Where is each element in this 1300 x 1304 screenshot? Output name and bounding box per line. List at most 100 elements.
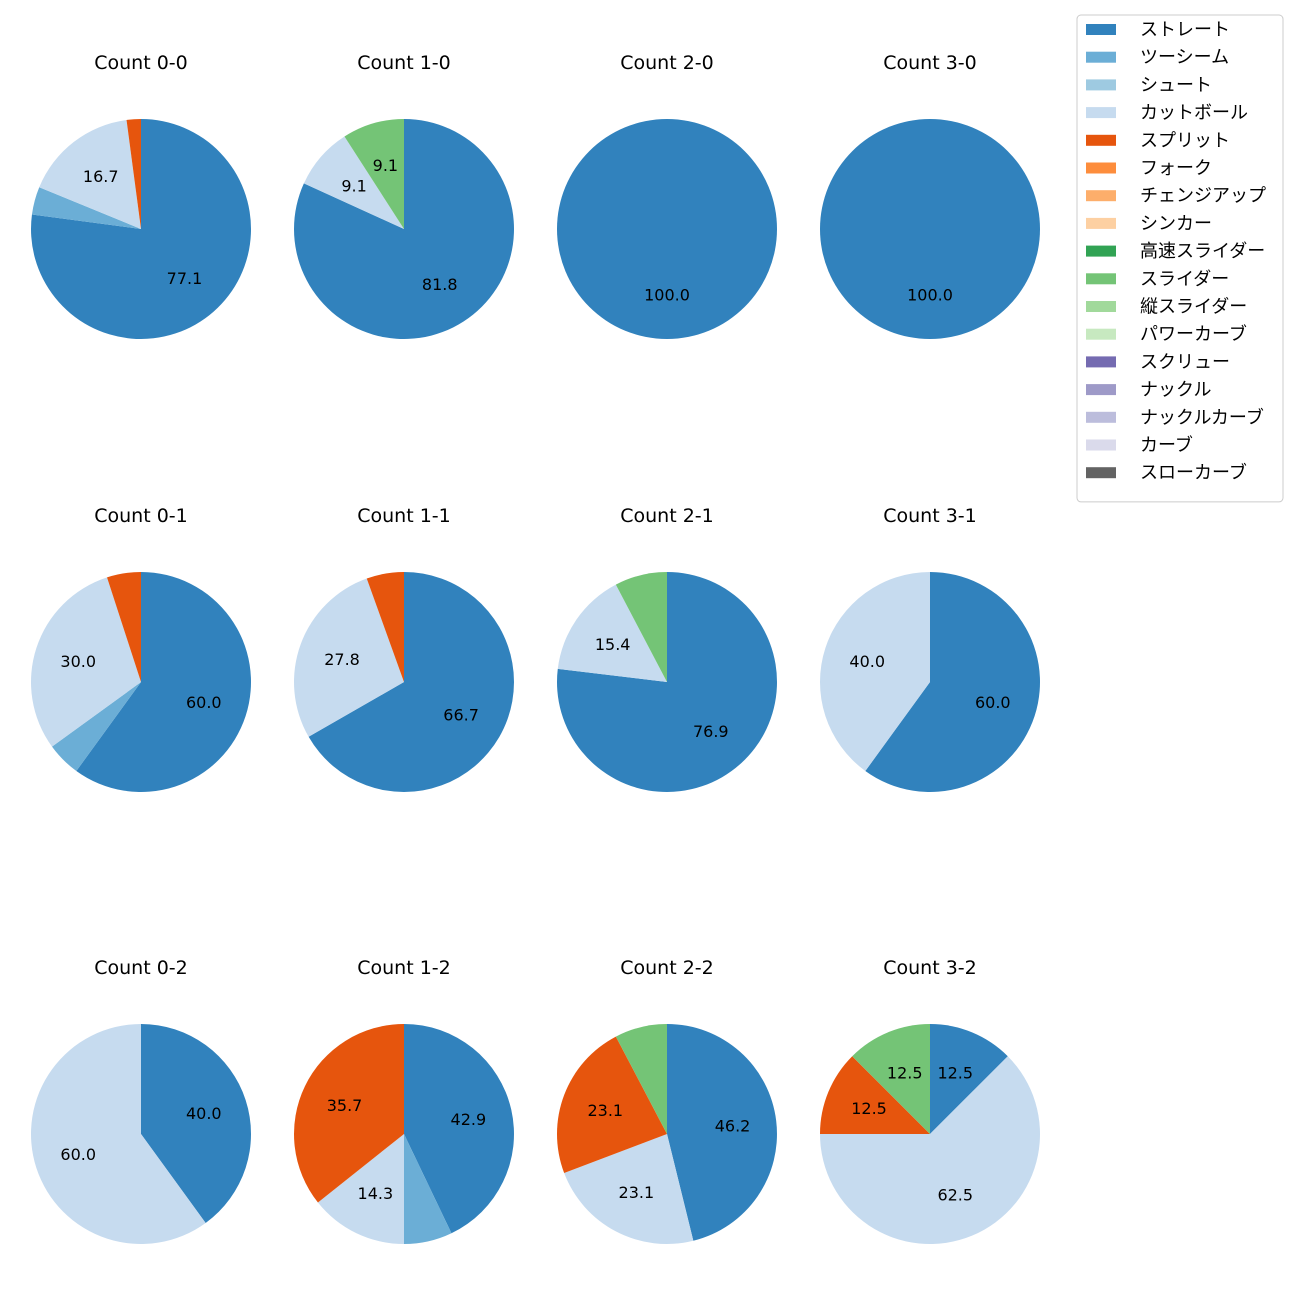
pie-count-1-0: Count 1-0 81.8 9.1 9.1 xyxy=(294,52,515,339)
pie-label-count-0-2-0: 40.0 xyxy=(186,1104,222,1123)
pie-count-3-1: Count 3-1 60.0 40.0 xyxy=(819,505,1040,792)
pie-count-1-1: Count 1-1 66.7 27.8 xyxy=(293,505,514,792)
pie-slice-count-1-1-2 xyxy=(366,572,404,682)
legend-label-14: ナックルカーブ xyxy=(1140,406,1264,428)
pie-label-count-2-0-0: 100.0 xyxy=(644,286,690,305)
pie-label-count-2-1-0: 76.9 xyxy=(693,722,729,741)
legend: ストレートツーシームシュートカットボールスプリットフォークチェンジアップシンカー… xyxy=(1076,14,1284,503)
pie-label-count-3-1-0: 60.0 xyxy=(975,693,1011,712)
pie-title-count-0-1: Count 0-1 xyxy=(94,505,188,527)
legend-swatch-0 xyxy=(1086,24,1116,35)
pie-slice-count-3-0-0 xyxy=(820,119,1040,339)
pie-slice-count-0-0-1 xyxy=(31,187,141,229)
legend-swatch-6 xyxy=(1086,190,1116,202)
legend-label-7: シンカー xyxy=(1140,213,1212,234)
legend-swatch-12 xyxy=(1086,356,1116,368)
pie-label-count-0-0-0: 77.1 xyxy=(167,269,203,288)
pie-slice-count-3-1-0 xyxy=(865,572,1040,792)
pie-title-count-1-0: Count 1-0 xyxy=(357,52,451,74)
pie-count-2-1: Count 2-1 76.9 15.4 xyxy=(556,505,777,792)
legend-swatch-9 xyxy=(1086,273,1116,285)
pie-slice-count-0-1-3 xyxy=(107,572,141,682)
pie-slice-count-0-0-0 xyxy=(31,119,252,339)
pie-slice-count-1-1-0 xyxy=(308,572,514,792)
legend-label-9: スライダー xyxy=(1140,269,1229,290)
pie-label-count-2-2-2: 23.1 xyxy=(587,1101,623,1120)
pie-slice-count-3-1-1 xyxy=(819,572,930,771)
legend-swatch-15 xyxy=(1086,439,1116,451)
legend-label-1: ツーシーム xyxy=(1140,47,1229,68)
pie-label-count-1-0-1: 9.1 xyxy=(341,176,366,195)
pie-slice-count-1-0-2 xyxy=(344,119,404,229)
pie-label-count-2-2-1: 23.1 xyxy=(619,1183,655,1202)
legend-label-15: カーブ xyxy=(1140,434,1193,456)
pie-label-count-3-2-1: 62.5 xyxy=(937,1185,973,1204)
pie-slice-count-3-2-0 xyxy=(930,1024,1008,1134)
legend-swatch-3 xyxy=(1086,107,1116,119)
pie-title-count-3-0: Count 3-0 xyxy=(883,52,977,74)
legend-swatch-11 xyxy=(1086,328,1116,340)
legend-swatch-8 xyxy=(1086,245,1116,257)
pie-title-count-0-0: Count 0-0 xyxy=(94,52,188,74)
pie-slice-count-1-0-1 xyxy=(303,136,404,229)
pie-slice-count-0-1-1 xyxy=(52,682,142,771)
legend-label-13: ナックル xyxy=(1140,380,1211,401)
pie-slice-count-2-1-2 xyxy=(615,572,667,682)
pie-slice-count-0-0-2 xyxy=(39,119,141,229)
pie-slice-count-1-1-1 xyxy=(293,578,404,737)
pie-slice-count-2-2-0 xyxy=(667,1024,777,1241)
pie-label-count-1-1-0: 66.7 xyxy=(443,706,479,725)
pie-label-count-0-1-2: 30.0 xyxy=(60,652,96,671)
pie-slice-count-0-0-3 xyxy=(126,119,141,229)
pie-label-count-3-2-2: 12.5 xyxy=(851,1099,887,1118)
legend-label-10: 縦スライダー xyxy=(1140,297,1247,318)
pie-label-count-1-2-2: 14.3 xyxy=(358,1184,394,1203)
pie-count-2-2: Count 2-2 46.2 23.1 23.1 xyxy=(557,957,777,1244)
pie-slice-count-0-2-1 xyxy=(31,1024,206,1244)
pie-title-count-2-1: Count 2-1 xyxy=(620,505,714,527)
legend-swatch-2 xyxy=(1086,79,1116,91)
pie-slice-count-2-1-1 xyxy=(557,584,667,682)
legend-swatch-16 xyxy=(1086,467,1116,479)
pie-label-count-1-1-1: 27.8 xyxy=(324,650,360,669)
pie-label-count-1-2-3: 35.7 xyxy=(327,1096,363,1115)
pie-slice-count-3-2-1 xyxy=(820,1056,1040,1245)
pie-slice-count-3-2-3 xyxy=(852,1024,930,1134)
legend-frame xyxy=(1076,14,1284,503)
pie-label-count-2-1-1: 15.4 xyxy=(595,635,631,654)
legend-swatch-10 xyxy=(1086,301,1116,312)
pie-label-count-1-2-0: 42.9 xyxy=(451,1110,487,1129)
legend-label-12: スクリュー xyxy=(1140,352,1230,373)
pie-title-count-0-2: Count 0-2 xyxy=(94,957,188,979)
legend-label-6: チェンジアップ xyxy=(1140,186,1266,207)
pie-label-count-1-0-2: 9.1 xyxy=(373,156,398,175)
pie-count-0-2: Count 0-2 40.0 60.0 xyxy=(31,957,252,1244)
legend-label-16: スローカーブ xyxy=(1140,462,1247,484)
legend-swatch-13 xyxy=(1086,384,1116,396)
pie-slice-count-0-2-0 xyxy=(141,1024,252,1223)
pie-label-count-3-2-0: 12.5 xyxy=(937,1064,973,1083)
legend-label-3: カットボール xyxy=(1140,103,1248,124)
legend-swatch-1 xyxy=(1086,51,1116,63)
pie-title-count-2-0: Count 2-0 xyxy=(620,52,714,74)
pie-label-count-3-2-3: 12.5 xyxy=(887,1064,923,1083)
pie-label-count-0-1-0: 60.0 xyxy=(186,693,222,712)
pie-label-count-0-2-1: 60.0 xyxy=(60,1145,96,1164)
pie-slice-count-3-2-2 xyxy=(820,1056,930,1134)
pie-slice-count-1-2-2 xyxy=(317,1134,404,1244)
pie-title-count-2-2: Count 2-2 xyxy=(620,957,714,979)
legend-label-0: ストレート xyxy=(1140,20,1230,41)
legend-label-2: シュート xyxy=(1140,75,1212,96)
pie-label-count-1-0-0: 81.8 xyxy=(422,275,458,294)
pie-slice-count-2-2-2 xyxy=(557,1036,667,1174)
pie-label-count-0-0-2: 16.7 xyxy=(83,167,119,186)
pie-slice-count-1-2-0 xyxy=(404,1024,514,1234)
legend-label-4: スプリット xyxy=(1140,130,1230,151)
pie-count-3-0: Count 3-0 100.0 xyxy=(820,52,1040,339)
pie-slice-count-1-2-1 xyxy=(404,1134,452,1244)
pie-count-3-2: Count 3-212.562.512.512.5 xyxy=(820,957,1040,1245)
pie-title-count-3-2: Count 3-2 xyxy=(883,957,977,979)
pie-title-count-1-2: Count 1-2 xyxy=(357,957,451,979)
pie-slice-count-2-2-1 xyxy=(564,1134,694,1244)
